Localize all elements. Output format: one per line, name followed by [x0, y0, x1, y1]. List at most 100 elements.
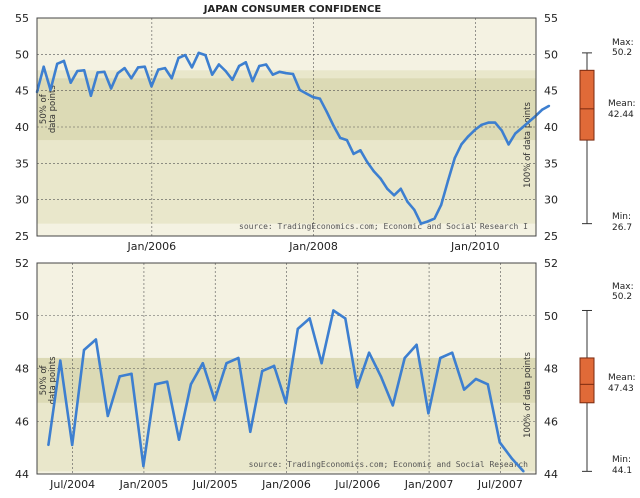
data-point	[473, 128, 477, 132]
data-point	[474, 377, 478, 381]
data-point	[49, 88, 52, 92]
data-point	[462, 388, 466, 391]
x-tick-label: Jan/2007	[404, 478, 454, 491]
data-point	[106, 414, 109, 418]
data-point	[372, 170, 376, 173]
data-point	[359, 149, 362, 152]
data-point	[47, 443, 50, 447]
data-point	[392, 194, 396, 197]
data-point	[142, 464, 145, 468]
x-tick-label: Jan/2006	[261, 478, 311, 491]
data-point	[446, 179, 450, 182]
data-point	[427, 412, 430, 415]
band-label-100-percent: 100% of data points	[523, 102, 533, 188]
data-point	[406, 200, 409, 204]
data-point	[249, 430, 252, 433]
source-note: source: TradingEconomics.com; Economic a…	[249, 460, 529, 469]
y-tick-label-left: 52	[15, 257, 29, 270]
data-point	[439, 356, 442, 360]
data-point	[260, 369, 264, 373]
y-tick-label-left: 45	[15, 85, 29, 98]
data-point	[453, 157, 456, 160]
data-point	[486, 383, 490, 386]
data-point	[332, 124, 335, 127]
data-point	[367, 351, 371, 354]
x-tick-label: Jul/2004	[49, 478, 95, 491]
x-tick-label: Jan/2005	[119, 478, 169, 491]
y-tick-label-left: 55	[15, 12, 29, 25]
y-tick-label-left: 48	[15, 363, 29, 376]
data-point	[386, 187, 389, 190]
data-point	[514, 132, 517, 135]
data-point	[541, 108, 544, 111]
data-point	[510, 456, 513, 460]
data-point	[312, 96, 315, 99]
data-point	[201, 362, 204, 365]
data-point	[527, 120, 530, 124]
data-point	[285, 72, 288, 75]
data-point	[190, 66, 194, 69]
data-point	[237, 356, 240, 360]
data-point	[433, 217, 436, 220]
data-point	[480, 123, 483, 127]
data-point	[136, 66, 140, 69]
data-point	[264, 63, 268, 66]
data-point	[332, 309, 335, 312]
band-label-line: 50% of	[39, 93, 49, 124]
data-point	[56, 62, 59, 65]
box-iqr	[579, 69, 595, 141]
data-point	[130, 372, 133, 375]
y-tick-label-left: 35	[15, 157, 29, 170]
stat-min-label: Min:	[612, 212, 631, 222]
data-point	[130, 77, 133, 80]
data-point	[547, 104, 551, 108]
data-point	[70, 443, 74, 447]
stat-mean-value: 42.44	[608, 110, 634, 120]
box-iqr	[579, 357, 595, 404]
y-tick-label-right: 35	[544, 157, 558, 170]
chart-panel-1: JAPAN CONSUMER CONFIDENCE 25 25 30 30 35 35 40 4…	[15, 4, 636, 253]
x-tick-label: Jan/2008	[288, 240, 338, 253]
data-point	[150, 85, 153, 88]
middle-50-percent-band	[37, 78, 536, 141]
y-tick-label-right: 44	[544, 468, 558, 481]
y-tick-label-right: 25	[544, 230, 558, 243]
y-tick-label-left: 50	[15, 48, 29, 61]
data-point	[419, 222, 423, 225]
data-point	[493, 121, 497, 124]
data-point	[96, 71, 99, 74]
data-point	[94, 338, 98, 341]
y-tick-label-right: 40	[544, 121, 558, 134]
band-label-line: 50% of	[39, 364, 49, 395]
data-point	[522, 470, 525, 473]
data-point	[426, 220, 429, 223]
data-point	[109, 87, 113, 90]
data-point	[298, 88, 301, 92]
data-point	[345, 138, 349, 142]
data-point	[320, 362, 323, 365]
band-label-line: data points	[48, 356, 58, 405]
y-tick-label-left: 40	[15, 121, 29, 134]
y-tick-label-left: 50	[15, 310, 29, 323]
plot-frame	[36, 262, 537, 475]
data-point	[399, 187, 402, 190]
y-tick-label-left: 44	[15, 468, 29, 481]
data-point	[365, 160, 369, 164]
y-tick-label-right: 48	[544, 363, 558, 376]
data-point	[210, 73, 214, 76]
data-point	[507, 143, 510, 146]
band-label-100-percent: 100% of data points	[523, 352, 533, 438]
data-point	[244, 61, 248, 64]
stat-min-value: 26.7	[612, 223, 632, 233]
data-point	[325, 110, 328, 113]
chart-panel-2: 44 44 46 46 48 48 50 50 52 52 Jul/2004 Jan/2005 Jul/…	[15, 257, 636, 491]
y-tick-label-right: 52	[544, 257, 558, 270]
stat-mean-value: 47.43	[608, 384, 634, 394]
stat-max-label: Max:	[612, 282, 634, 292]
data-point	[143, 65, 146, 68]
data-point	[237, 64, 241, 68]
data-point	[258, 64, 261, 68]
data-point	[305, 92, 308, 95]
data-point	[391, 404, 395, 407]
stat-min-label: Min:	[612, 455, 631, 465]
